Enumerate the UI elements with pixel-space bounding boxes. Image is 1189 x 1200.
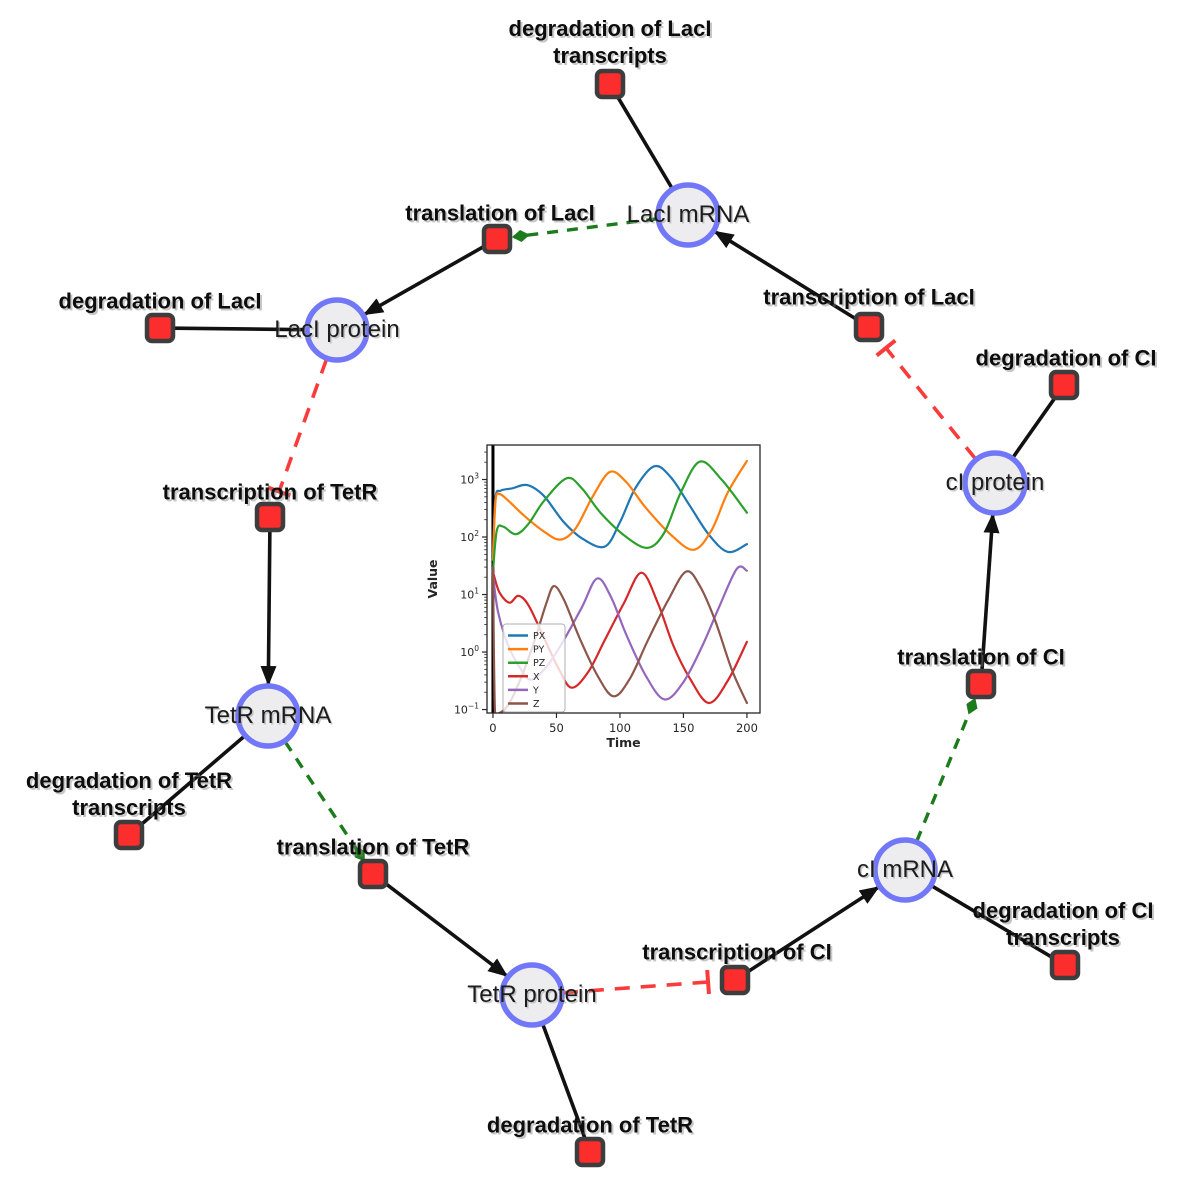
edge-ci-mrna-to-degradation-of-ci-transcripts <box>930 884 1054 960</box>
edges-layer <box>138 95 1058 1140</box>
edge-ci-mrna-to-translation-of-ci <box>915 697 978 842</box>
reaction-node-translation-of-laci[interactable] <box>481 223 513 255</box>
svg-text:200: 200 <box>736 721 758 735</box>
edge-tetr-protein-to-transcription-of-ci <box>562 969 711 995</box>
legend-entry-py: PY <box>533 645 545 656</box>
legend-entry-px: PX <box>533 631 546 642</box>
series-line-x <box>491 570 748 705</box>
edge-laci-mrna-to-degradation-of-laci-transcripts <box>615 95 674 190</box>
species-node-tetr-mrna[interactable] <box>235 683 301 749</box>
nodes-layer <box>113 68 1081 1168</box>
inset-timeseries-plot: 0 50 100 150 20010−1100101102103TimeValuePXP… <box>425 438 775 770</box>
edge-transcription-of-tetr-to-tetr-mrna <box>260 531 277 687</box>
edge-laci-protein-to-transcription-of-tetr <box>267 358 329 498</box>
plot-frame <box>486 444 761 714</box>
legend-entry-y: Y <box>532 685 539 696</box>
edge-tetr-mrna-to-degradation-of-tetr-transcripts <box>138 734 246 828</box>
reaction-node-degradation-of-tetr[interactable] <box>574 1136 606 1168</box>
svg-text:0: 0 <box>489 721 496 735</box>
reaction-node-translation-of-tetr[interactable] <box>357 858 389 890</box>
reaction-node-degradation-of-laci[interactable] <box>144 312 176 344</box>
edge-transcription-of-ci-to-ci-mrna <box>746 885 880 974</box>
svg-text:100: 100 <box>460 644 479 659</box>
reaction-node-degradation-of-ci-transcripts[interactable] <box>1049 949 1081 981</box>
edge-ci-protein-to-degradation-of-ci <box>1011 395 1058 459</box>
species-node-ci-protein[interactable] <box>962 450 1028 516</box>
edge-translation-of-ci-to-ci-protein <box>980 512 1000 670</box>
svg-text:103: 103 <box>460 472 479 487</box>
edge-translation-of-tetr-to-tetr-protein <box>383 881 509 978</box>
species-node-laci-mrna[interactable] <box>655 182 721 248</box>
legend-entry-z: Z <box>533 699 540 710</box>
edge-laci-protein-to-degradation-of-laci <box>173 326 307 332</box>
edge-laci-mrna-to-translation-of-laci <box>511 217 658 242</box>
y-axis-label: Value <box>425 559 440 598</box>
reaction-node-degradation-of-tetr-transcripts[interactable] <box>113 819 145 851</box>
svg-text:150: 150 <box>672 721 694 735</box>
reaction-node-degradation-of-laci-transcripts[interactable] <box>594 68 626 100</box>
series-line-px <box>491 464 748 556</box>
edge-translation-of-laci-to-laci-protein <box>363 244 485 316</box>
chart-legend: PX PY PZ XYZ <box>502 623 566 713</box>
x-axis-label: Time <box>606 735 640 750</box>
svg-text:100: 100 <box>609 721 631 735</box>
reaction-node-transcription-of-tetr[interactable] <box>254 501 286 533</box>
species-node-tetr-protein[interactable] <box>499 962 565 1028</box>
edge-tetr-mrna-to-translation-of-tetr <box>283 740 366 862</box>
axis-ticks: 0 50 100 150 200 10−1 100 101 102 103 <box>454 451 758 735</box>
reaction-node-degradation-of-ci[interactable] <box>1048 369 1080 401</box>
edge-transcription-of-laci-to-laci-mrna <box>713 230 858 321</box>
series-line-py <box>491 459 748 562</box>
species-node-ci-mrna[interactable] <box>872 837 938 903</box>
edge-ci-protein-to-transcription-of-laci <box>875 338 977 461</box>
svg-text:102: 102 <box>460 529 479 544</box>
series-line-pz <box>491 460 748 573</box>
svg-text:50: 50 <box>549 721 564 735</box>
legend-entry-x: X <box>533 672 540 683</box>
edge-tetr-protein-to-degradation-of-tetr <box>541 1023 587 1140</box>
species-node-laci-protein[interactable] <box>304 297 370 363</box>
svg-text:10−1: 10−1 <box>454 702 479 717</box>
reaction-node-transcription-of-ci[interactable] <box>719 964 751 996</box>
reaction-node-translation-of-ci[interactable] <box>965 668 997 700</box>
reaction-node-transcription-of-laci[interactable] <box>853 311 885 343</box>
svg-text:101: 101 <box>460 587 479 602</box>
legend-entry-pz: PZ <box>533 658 546 669</box>
